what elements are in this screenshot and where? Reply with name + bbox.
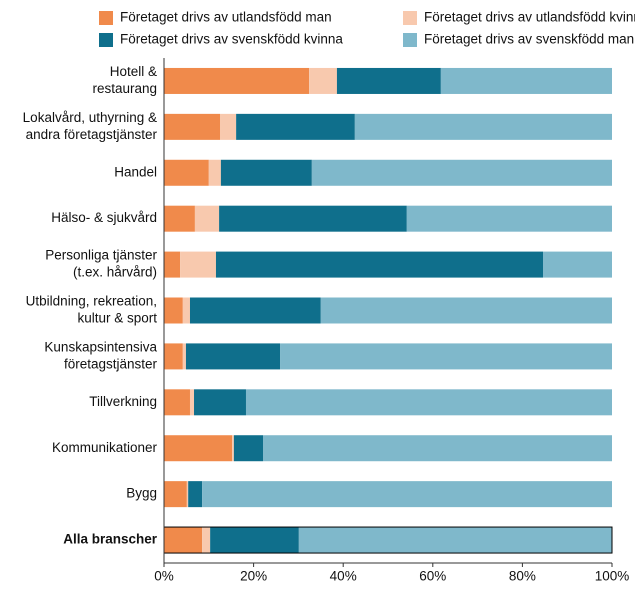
bar-segment [543,251,612,278]
y-tick-label: (t.ex. hårvård) [73,265,157,280]
y-tick-label: andra företagstjänster [26,127,158,142]
legend-label: Företaget drivs av utlandsfödd kvinna [424,10,635,25]
bar-segment [336,67,441,94]
bar-segment [194,389,246,416]
bar-segment [440,67,612,94]
bar-segment [185,343,281,370]
bar-segment [320,297,612,324]
y-tick-label: Utbildning, rekreation, [26,294,157,309]
x-tick-label: 80% [509,569,536,584]
y-tick-label: företagstjänster [64,356,158,371]
legend-swatch [99,11,113,25]
bar-segment [220,159,312,186]
x-tick-label: 40% [330,569,357,584]
bar-segment [189,297,321,324]
bar-segment [219,205,407,232]
bar-segment [233,435,264,462]
legend-swatch [403,11,417,25]
legend-label: Företaget drivs av utlandsfödd man [120,10,332,25]
bar-segment [236,113,355,140]
bar-segment [280,343,612,370]
bar-segment [202,481,612,508]
bar-segment [210,527,299,554]
y-tick-label: Alla branscher [63,532,158,547]
bar-segment [220,113,237,140]
x-tick-label: 60% [419,569,446,584]
bar-segment [182,297,190,324]
y-tick-label: Personliga tjänster [45,248,157,263]
bar-segment [164,527,203,554]
bar-segment [164,297,183,324]
bar-segment [164,113,220,140]
legend-label: Företaget drivs av svenskfödd man [424,32,634,47]
bar-segment [311,159,612,186]
bar-segment [164,481,187,508]
legend-label: Företaget drivs av svenskfödd kvinna [120,32,343,47]
bar-segment [182,343,186,370]
y-tick-label: Hotell & [110,64,157,79]
y-tick-label: Hälso- & sjukvård [51,210,157,225]
x-tick-label: 0% [154,569,174,584]
x-tick-label: 20% [240,569,267,584]
bar-segment [186,481,189,508]
bar-segment [164,67,310,94]
y-tick-label: Lokalvård, uthyrning & [23,110,157,125]
bar-segment [354,113,612,140]
bar-segment [202,527,211,554]
bar-segment [164,159,209,186]
bar-segment [298,527,612,554]
bar-segment [215,251,544,278]
legend-swatch [403,33,417,47]
bar-segment [194,205,220,232]
bar-segment [164,205,195,232]
bar-segment [406,205,612,232]
bar-segment [164,389,190,416]
bar-segment [232,435,234,462]
bar-segment [309,67,337,94]
y-tick-label: Tillverkning [89,394,157,409]
bar-segment [263,435,612,462]
bar-segment [189,389,195,416]
bar-segment [164,343,183,370]
y-tick-label: restaurang [92,81,157,96]
y-tick-label: Kunskapsintensiva [44,339,157,354]
bar-segment [188,481,203,508]
bar-segment [164,435,233,462]
legend-swatch [99,33,113,47]
y-tick-label: Handel [114,164,157,179]
bar-segment [180,251,216,278]
x-tick-label: 100% [595,569,630,584]
bar-segment [208,159,221,186]
y-tick-label: Bygg [126,486,157,501]
y-tick-label: Kommunikationer [52,440,158,455]
y-tick-label: kultur & sport [77,311,157,326]
bar-segment [164,251,181,278]
bar-segment [245,389,612,416]
